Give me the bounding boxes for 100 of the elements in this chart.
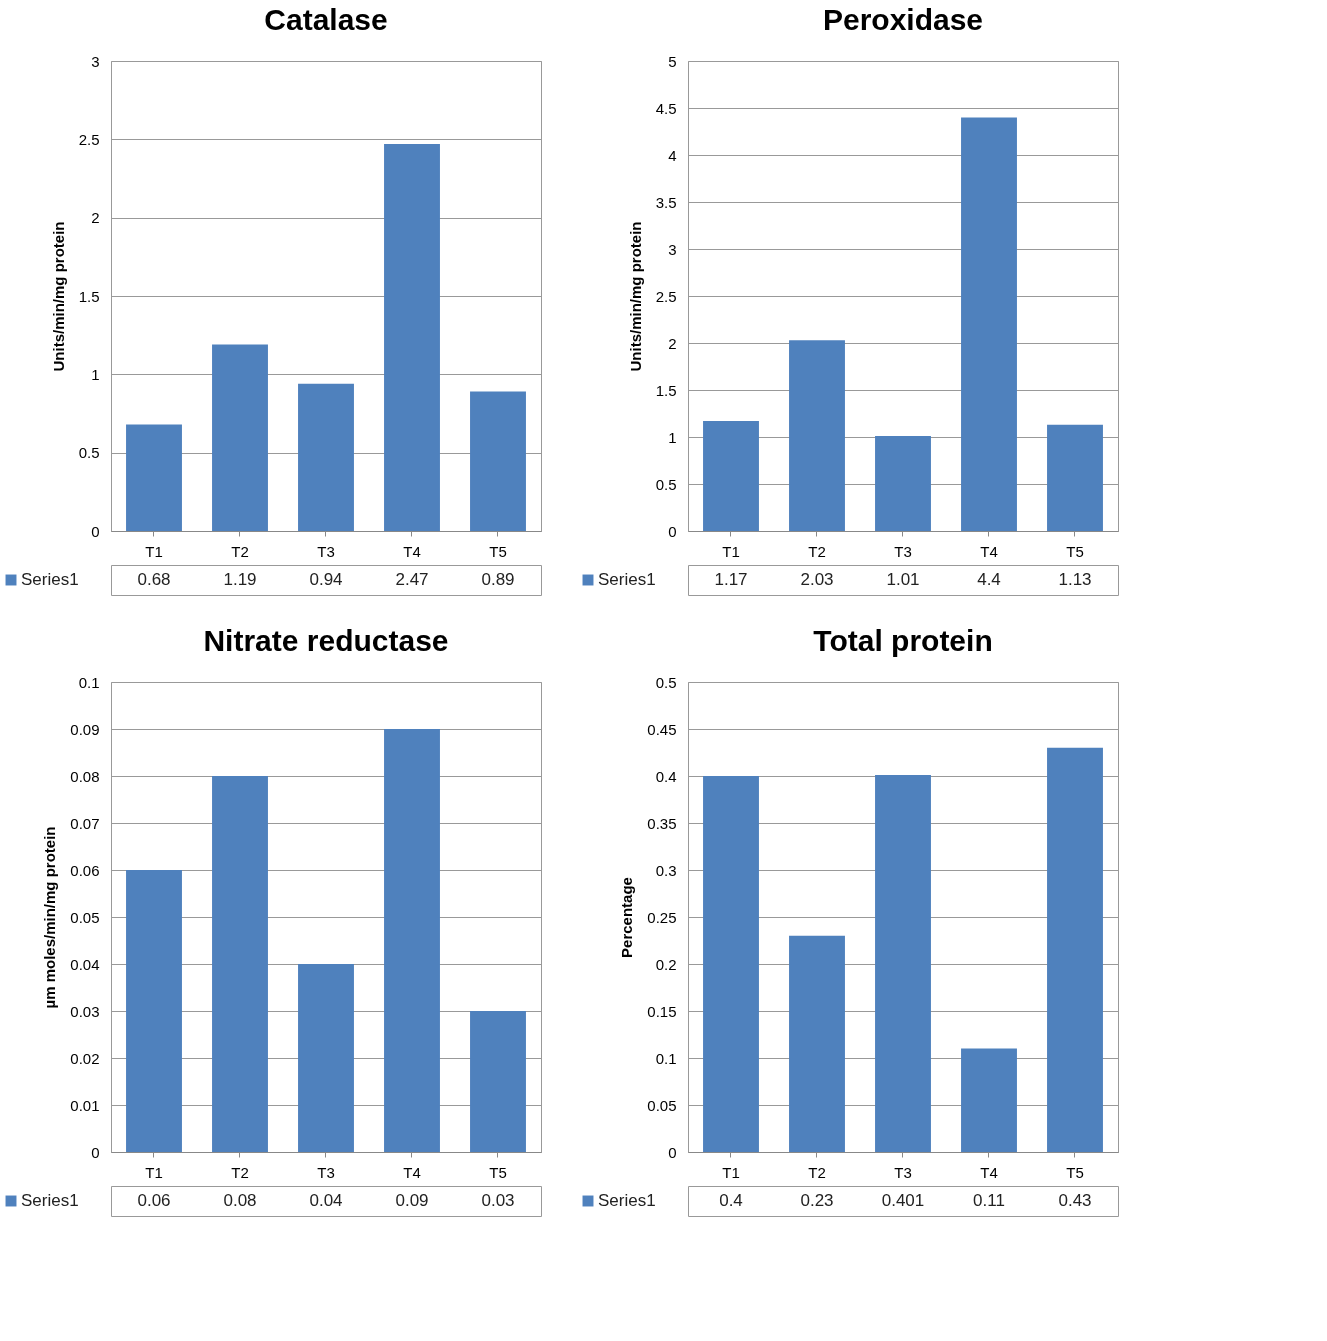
bar — [1047, 424, 1103, 531]
y-tick-label: 0.2 — [655, 955, 677, 973]
x-tick-label: T3 — [894, 1163, 912, 1181]
y-tick-label: 2 — [91, 209, 100, 227]
bar — [384, 729, 440, 1152]
x-tick-label: T1 — [145, 1163, 163, 1181]
y-tick-label: 0.01 — [70, 1096, 100, 1114]
x-tick-label: T4 — [403, 542, 421, 560]
x-tick-label: T2 — [808, 542, 826, 560]
y-tick-label: 4 — [668, 146, 677, 164]
y-tick-label: 2.5 — [655, 287, 677, 305]
y-tick-label: 0 — [668, 522, 677, 540]
bar — [875, 436, 931, 531]
chart-title: Peroxidase — [822, 3, 984, 36]
y-axis-title: Units/min/mg protein — [49, 221, 67, 372]
bar — [961, 1048, 1017, 1152]
data-label: 0.08 — [223, 1191, 257, 1210]
y-tick-label: 2 — [668, 334, 677, 352]
data-label: 0.23 — [800, 1191, 834, 1210]
x-tick-label: T3 — [317, 1163, 335, 1181]
bar — [1047, 747, 1103, 1152]
y-tick-label: 0.07 — [70, 814, 100, 832]
legend-label: Series1 — [21, 570, 79, 589]
y-tick-label: 0.09 — [70, 720, 100, 738]
data-label: 0.4 — [719, 1191, 743, 1210]
y-tick-label: 1 — [91, 365, 100, 383]
bar — [961, 117, 1017, 531]
chart-title: Total protein — [813, 624, 993, 657]
data-label: 0.04 — [309, 1191, 343, 1210]
x-tick-label: T5 — [489, 542, 507, 560]
y-tick-label: 3 — [668, 240, 677, 258]
y-tick-label: 0.1 — [78, 673, 100, 691]
data-label: 4.4 — [977, 570, 1001, 589]
y-tick-label: 3 — [91, 52, 100, 70]
bar — [212, 776, 268, 1152]
y-tick-label: 0.04 — [70, 955, 100, 973]
y-tick-label: 0.3 — [655, 861, 677, 879]
data-label: 0.68 — [137, 570, 171, 589]
bar — [212, 344, 268, 531]
x-tick-label: T5 — [1066, 1163, 1084, 1181]
y-tick-label: 1 — [668, 428, 677, 446]
chart-title: Catalase — [264, 3, 388, 36]
y-tick-label: 0.1 — [655, 1049, 677, 1067]
bar — [789, 935, 845, 1152]
x-tick-label: T4 — [403, 1163, 421, 1181]
data-label: 1.13 — [1058, 570, 1092, 589]
bar — [875, 775, 931, 1152]
x-tick-label: T2 — [231, 542, 249, 560]
x-tick-label: T3 — [317, 542, 335, 560]
bar — [703, 421, 759, 531]
x-tick-label: T1 — [145, 542, 163, 560]
bar — [470, 1011, 526, 1152]
y-tick-label: 0.25 — [647, 908, 677, 926]
bar — [470, 391, 526, 531]
bar — [789, 340, 845, 531]
y-tick-label: 0 — [91, 522, 100, 540]
data-label: 0.03 — [481, 1191, 515, 1210]
legend-label: Series1 — [598, 1191, 656, 1210]
bar — [703, 776, 759, 1152]
x-tick-label: T2 — [231, 1163, 249, 1181]
y-tick-label: 0.5 — [655, 673, 677, 691]
y-tick-label: 0.05 — [647, 1096, 677, 1114]
x-tick-label: T5 — [1066, 542, 1084, 560]
y-tick-label: 3.5 — [655, 193, 677, 211]
data-label: 0.09 — [395, 1191, 429, 1210]
y-tick-label: 0.02 — [70, 1049, 100, 1067]
legend-label: Series1 — [598, 570, 656, 589]
y-tick-label: 0.45 — [647, 720, 677, 738]
data-label: 1.01 — [886, 570, 920, 589]
data-label: 1.17 — [714, 570, 748, 589]
y-tick-label: 0 — [668, 1143, 677, 1161]
y-axis-title: Units/min/mg protein — [626, 221, 644, 372]
y-tick-label: 2.5 — [78, 130, 100, 148]
y-tick-label: 0.03 — [70, 1002, 100, 1020]
data-label: 0.11 — [973, 1191, 1005, 1210]
x-tick-label: T5 — [489, 1163, 507, 1181]
y-tick-label: 0.08 — [70, 767, 100, 785]
y-tick-label: 0.5 — [655, 475, 677, 493]
data-label: 0.401 — [881, 1191, 925, 1210]
y-tick-label: 0 — [91, 1143, 100, 1161]
bar — [126, 870, 182, 1152]
data-label: 2.47 — [395, 570, 429, 589]
data-label: 0.94 — [309, 570, 343, 589]
data-label: 0.06 — [137, 1191, 171, 1210]
legend-label: Series1 — [21, 1191, 79, 1210]
y-tick-label: 0.5 — [78, 444, 100, 462]
x-tick-label: T1 — [722, 1163, 740, 1181]
y-axis-title: µm moles/min/mg protein — [41, 826, 59, 1009]
bar — [384, 144, 440, 531]
bar — [298, 383, 354, 531]
y-tick-label: 0.06 — [70, 861, 100, 879]
y-tick-label: 1.5 — [655, 381, 677, 399]
y-tick-label: 4.5 — [655, 99, 677, 117]
data-label: 1.19 — [223, 570, 257, 589]
y-tick-label: 0.4 — [655, 767, 677, 785]
x-tick-label: T2 — [808, 1163, 826, 1181]
y-tick-label: 1.5 — [78, 287, 100, 305]
x-tick-label: T3 — [894, 542, 912, 560]
x-tick-label: T4 — [980, 542, 998, 560]
chart-title: Nitrate reductase — [203, 624, 449, 657]
